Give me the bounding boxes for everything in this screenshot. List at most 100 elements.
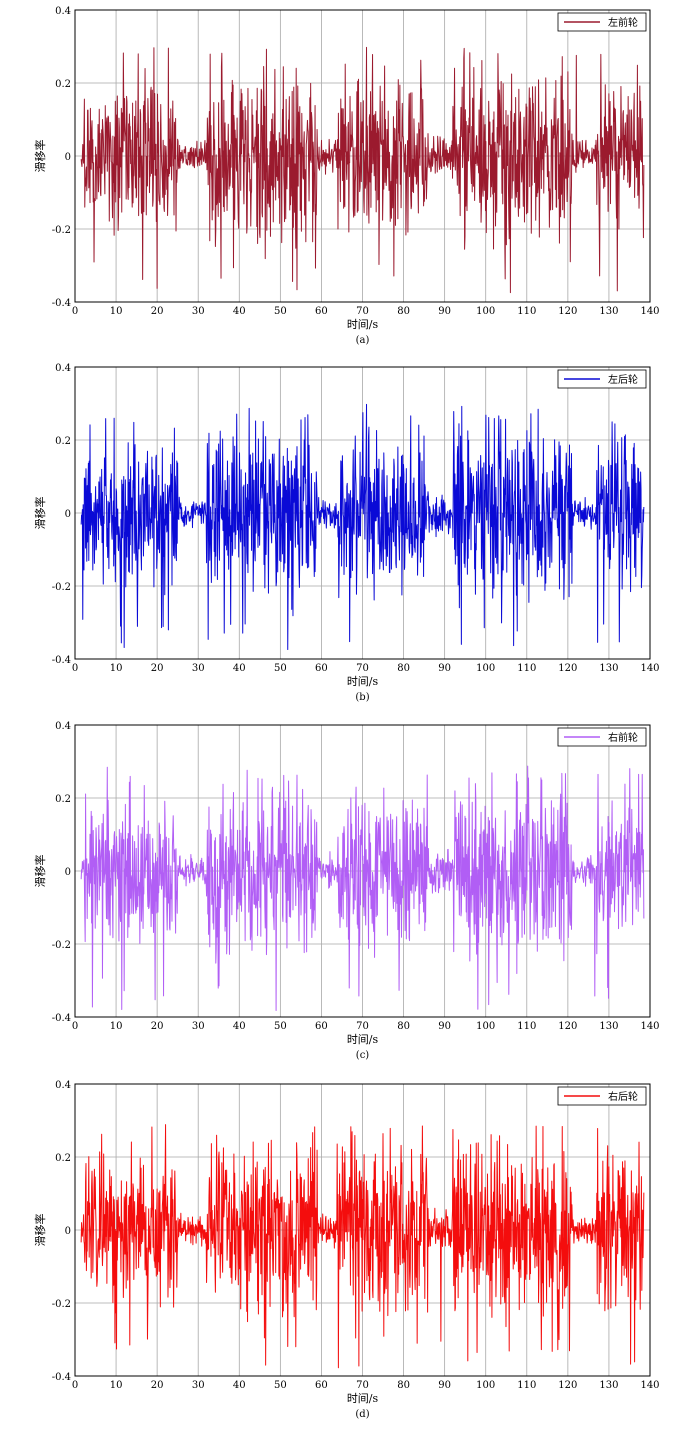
y-axis-label: 滑移率 — [33, 1214, 47, 1247]
x-tick-label: 20 — [151, 1380, 164, 1391]
y-tick-label: -0.4 — [52, 655, 71, 666]
plot-frame — [74, 1083, 651, 1377]
y-tick-label: -0.2 — [52, 582, 71, 593]
legend-label: 右后轮 — [608, 1090, 638, 1103]
x-axis-label: 时间/s — [347, 1392, 379, 1405]
x-tick-label: 100 — [476, 306, 495, 317]
legend-box — [557, 369, 647, 389]
y-tick-label: 0.2 — [55, 794, 71, 805]
y-tick-label: 0 — [65, 509, 71, 520]
x-tick-label: 120 — [558, 306, 577, 317]
x-tick-label: 40 — [233, 306, 246, 317]
x-tick-label: 90 — [438, 1380, 451, 1391]
y-tick-label: 0.2 — [55, 79, 71, 90]
x-tick-label: 0 — [72, 1021, 78, 1032]
x-tick-label: 50 — [274, 663, 287, 674]
x-tick-label: 90 — [438, 306, 451, 317]
x-tick-label: 100 — [476, 1021, 495, 1032]
x-tick-label: 10 — [110, 663, 123, 674]
x-tick-label: 10 — [110, 306, 123, 317]
x-tick-label: 50 — [274, 1021, 287, 1032]
y-tick-label: 0 — [65, 152, 71, 163]
x-tick-label: 80 — [397, 663, 410, 674]
panel-caption: (d) — [355, 1409, 369, 1420]
x-tick-label: 70 — [356, 1380, 369, 1391]
x-tick-label: 110 — [517, 1380, 536, 1391]
x-tick-label: 30 — [192, 1380, 205, 1391]
x-tick-label: 30 — [192, 663, 205, 674]
x-tick-label: 100 — [476, 663, 495, 674]
x-tick-label: 110 — [517, 306, 536, 317]
chart-panel-d: 0 10 20 30 40 50 60 70 80 90 100 110 120 130 140 0.4 0.2… — [33, 1080, 660, 1420]
x-tick-label: 0 — [72, 663, 78, 674]
plot-frame — [74, 366, 651, 660]
y-tick-label: 0.4 — [55, 363, 71, 374]
plot-frame — [74, 9, 651, 303]
y-tick-label: -0.2 — [52, 1299, 71, 1310]
x-tick-label: 80 — [397, 1021, 410, 1032]
y-tick-label: 0.4 — [55, 6, 71, 17]
panel-caption: (b) — [355, 692, 369, 703]
x-tick-label: 80 — [397, 1380, 410, 1391]
x-tick-label: 140 — [640, 1021, 659, 1032]
chart-panel-b: 0 10 20 30 40 50 60 70 80 90 100 110 120 130 140 0.4 0.2… — [33, 363, 660, 703]
x-tick-label: 10 — [110, 1021, 123, 1032]
y-tick-label: 0.2 — [55, 1153, 71, 1164]
x-tick-label: 140 — [640, 663, 659, 674]
x-tick-label: 90 — [438, 663, 451, 674]
x-axis-label: 时间/s — [347, 675, 379, 688]
y-tick-label: 0 — [65, 867, 71, 878]
x-tick-label: 0 — [72, 306, 78, 317]
panel-caption: (a) — [356, 335, 370, 346]
y-tick-label: 0.2 — [55, 436, 71, 447]
y-tick-label: -0.4 — [52, 298, 71, 309]
x-axis-label: 时间/s — [347, 318, 379, 331]
chart-panel-c: 0 10 20 30 40 50 60 70 80 90 100 110 120 130 140 0.4 0.2… — [33, 721, 660, 1061]
y-tick-label: 0 — [65, 1226, 71, 1237]
x-tick-label: 120 — [558, 1380, 577, 1391]
legend-label: 左前轮 — [608, 16, 638, 29]
y-axis-label: 滑移率 — [33, 140, 47, 173]
x-tick-label: 60 — [315, 1380, 328, 1391]
x-tick-label: 50 — [274, 1380, 287, 1391]
x-tick-label: 20 — [151, 1021, 164, 1032]
x-tick-label: 130 — [599, 1380, 618, 1391]
x-tick-label: 80 — [397, 306, 410, 317]
x-axis-label: 时间/s — [347, 1033, 379, 1046]
y-axis-label: 滑移率 — [33, 855, 47, 888]
x-tick-label: 30 — [192, 1021, 205, 1032]
x-tick-label: 50 — [274, 306, 287, 317]
series-line — [80, 765, 645, 1011]
x-tick-label: 60 — [315, 306, 328, 317]
panel-caption: (c) — [356, 1050, 370, 1061]
x-tick-label: 130 — [599, 1021, 618, 1032]
legend-box — [557, 12, 647, 32]
y-tick-label: 0.4 — [55, 721, 71, 732]
x-tick-label: 140 — [640, 1380, 659, 1391]
x-tick-label: 60 — [315, 663, 328, 674]
x-tick-label: 140 — [640, 306, 659, 317]
x-tick-label: 90 — [438, 1021, 451, 1032]
y-tick-label: -0.4 — [52, 1372, 71, 1383]
x-tick-label: 20 — [151, 663, 164, 674]
x-tick-label: 20 — [151, 306, 164, 317]
y-tick-label: -0.4 — [52, 1013, 71, 1024]
y-axis-label: 滑移率 — [33, 497, 47, 530]
x-tick-label: 130 — [599, 306, 618, 317]
x-tick-label: 120 — [558, 663, 577, 674]
x-tick-label: 70 — [356, 306, 369, 317]
x-tick-label: 100 — [476, 1380, 495, 1391]
x-tick-label: 60 — [315, 1021, 328, 1032]
x-tick-label: 30 — [192, 306, 205, 317]
y-tick-label: 0.4 — [55, 1080, 71, 1091]
x-tick-label: 110 — [517, 663, 536, 674]
y-tick-label: -0.2 — [52, 225, 71, 236]
y-tick-label: -0.2 — [52, 940, 71, 951]
chart-panel-a: 0 10 20 30 40 50 60 70 80 90 100 110 120 130 140 0.4 0.2… — [33, 6, 660, 346]
series-line — [80, 1124, 645, 1369]
legend-box — [557, 1086, 647, 1106]
x-tick-label: 40 — [233, 1021, 246, 1032]
x-tick-label: 120 — [558, 1021, 577, 1032]
